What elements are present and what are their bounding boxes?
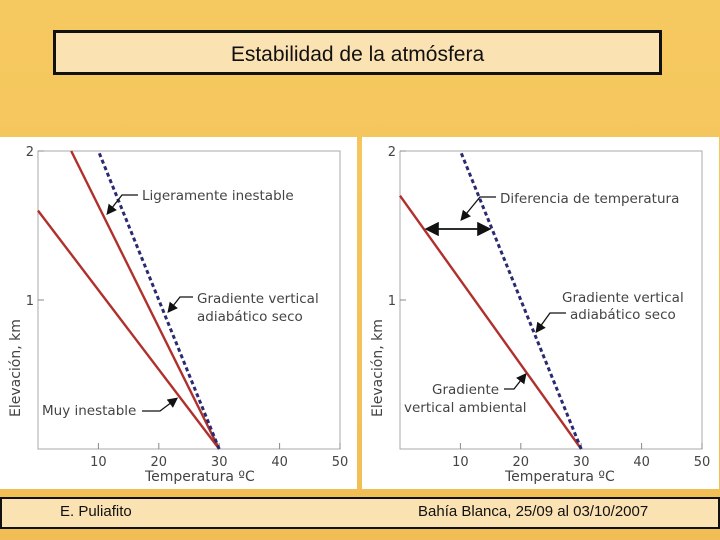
x-tick-label: 40 xyxy=(633,455,650,470)
annotation-environmental-1: Gradiente xyxy=(432,382,499,398)
x-tick-label: 20 xyxy=(151,455,168,470)
y-tick-label: 2 xyxy=(26,145,34,160)
annotation-dry-adiabatic-1: Gradiente vertical xyxy=(197,291,319,307)
series-line-environmental-gradient xyxy=(399,195,583,450)
annotation-arrow xyxy=(460,196,496,222)
x-tick-label: 10 xyxy=(452,455,469,470)
x-axis-label: Temperatura ºC xyxy=(504,469,615,485)
chart-panel-right: 10 20 30 40 50 1 2 Elevación, km Temperatura º… xyxy=(362,137,719,489)
series-line-dry-adiabatic xyxy=(97,150,221,450)
chart-left-svg: 10 20 30 40 50 1 2 Elevación, km Temperatura º… xyxy=(8,145,349,485)
x-tick-label: 30 xyxy=(211,455,228,470)
footer-bar: E. Puliafito Bahía Blanca, 25/09 al 03/1… xyxy=(0,497,720,529)
annotation-slightly-unstable: Ligeramente inestable xyxy=(142,188,294,204)
series-line-dry-adiabatic xyxy=(459,150,583,450)
x-tick-label: 30 xyxy=(573,455,590,470)
x-tick-label: 50 xyxy=(694,455,711,470)
annotation-dry-adiabatic-2: adiabático seco xyxy=(570,307,676,323)
slide-title: Estabilidad de la atmósfera xyxy=(230,42,485,66)
annotation-dry-adiabatic-2: adiabático seco xyxy=(197,309,303,325)
y-axis-label: Elevación, km xyxy=(370,319,386,417)
chart-right-svg: 10 20 30 40 50 1 2 Elevación, km Temperatura º… xyxy=(370,145,711,485)
annotation-arrow xyxy=(167,296,193,314)
x-axis-label: Temperatura ºC xyxy=(144,469,255,485)
annotation-arrow xyxy=(535,312,566,334)
x-tick-label: 50 xyxy=(332,455,349,470)
annotation-very-unstable: Muy inestable xyxy=(42,403,136,419)
y-tick-label: 1 xyxy=(26,294,34,309)
footer-event: Bahía Blanca, 25/09 al 03/10/2007 xyxy=(418,503,649,520)
annotation-arrow xyxy=(504,372,527,390)
annotation-temperature-difference: Diferencia de temperatura xyxy=(500,191,679,207)
annotation-dry-adiabatic-1: Gradiente vertical xyxy=(562,290,684,306)
footer-author: E. Puliafito xyxy=(60,503,132,520)
y-tick-label: 2 xyxy=(388,145,396,160)
chart-panel-left: 10 20 30 40 50 1 2 Elevación, km Temperatura º… xyxy=(0,137,357,489)
annotation-arrow xyxy=(106,194,138,216)
annotation-arrow xyxy=(142,397,179,412)
x-tick-label: 10 xyxy=(90,455,107,470)
x-tick-label: 20 xyxy=(513,455,530,470)
x-tick-label: 40 xyxy=(271,455,288,470)
annotation-environmental-2: vertical ambiental xyxy=(404,400,527,416)
y-tick-label: 1 xyxy=(388,294,396,309)
series-line-very-unstable xyxy=(37,209,221,450)
title-box: Estabilidad de la atmósfera xyxy=(53,30,662,75)
y-axis-label: Elevación, km xyxy=(8,319,24,417)
series-line-slightly-unstable xyxy=(70,150,221,450)
